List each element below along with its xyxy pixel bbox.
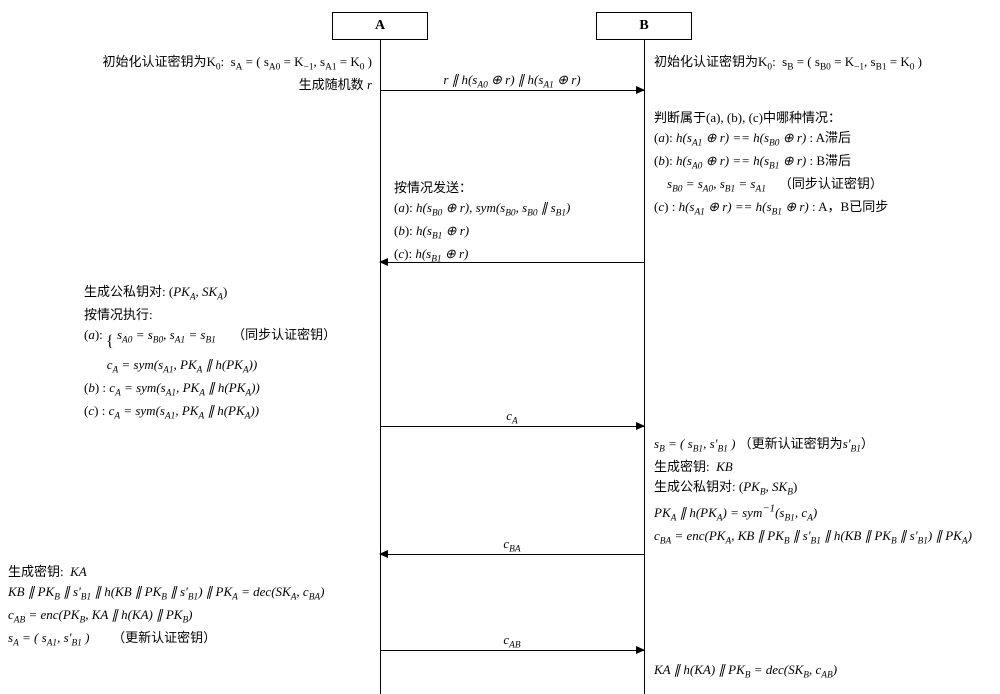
lifeline-b (644, 40, 645, 694)
lifeline-a (380, 40, 381, 694)
arrow-m3 (380, 426, 644, 427)
arrow-m5 (380, 650, 644, 651)
participant-b-head: B (596, 12, 692, 40)
arrow-m4 (380, 554, 644, 555)
msg2-label: 按情况发送：(a): h(sB0 ⊕ r), sym(sB0, sB0 ∥ sB… (394, 178, 570, 267)
arrow-m1 (380, 90, 644, 91)
msg3-label: cA (380, 408, 644, 427)
note-a-exec: 生成公私钥对: (PKA, SKA)按情况执行:(a): { sA0 = sB0… (84, 282, 336, 424)
note-b-after-ca: sB = ( sB1, s'B1 ) （更新认证密钥为s'B1）生成密钥: KB… (654, 434, 972, 549)
note-b-judge: 判断属于(a), (b), (c)中哪种情况：(a): h(sA1 ⊕ r) =… (654, 108, 888, 221)
note-b-after-cab: KA ∥ h(KA) ∥ PKB = dec(SKB, cAB) (654, 660, 837, 683)
msg5-label: cAB (380, 632, 644, 651)
msg4-label: cBA (380, 536, 644, 555)
arrow-m2 (380, 262, 644, 263)
msg1-label: r ∥ h(sA0 ⊕ r) ∥ h(sA1 ⊕ r) (380, 72, 644, 91)
note-b-init: 初始化认证密钥为K0: sB = ( sB0 = K−1, sB1 = K0 ) (654, 52, 922, 75)
note-a-init: 初始化认证密钥为K0: sA = ( sA0 = K−1, sA1 = K0 )… (58, 52, 372, 95)
participant-a-head: A (332, 12, 428, 40)
note-a-after-cba: 生成密钥: KAKB ∥ PKB ∥ s'B1 ∥ h(KB ∥ PKB ∥ s… (8, 562, 324, 651)
